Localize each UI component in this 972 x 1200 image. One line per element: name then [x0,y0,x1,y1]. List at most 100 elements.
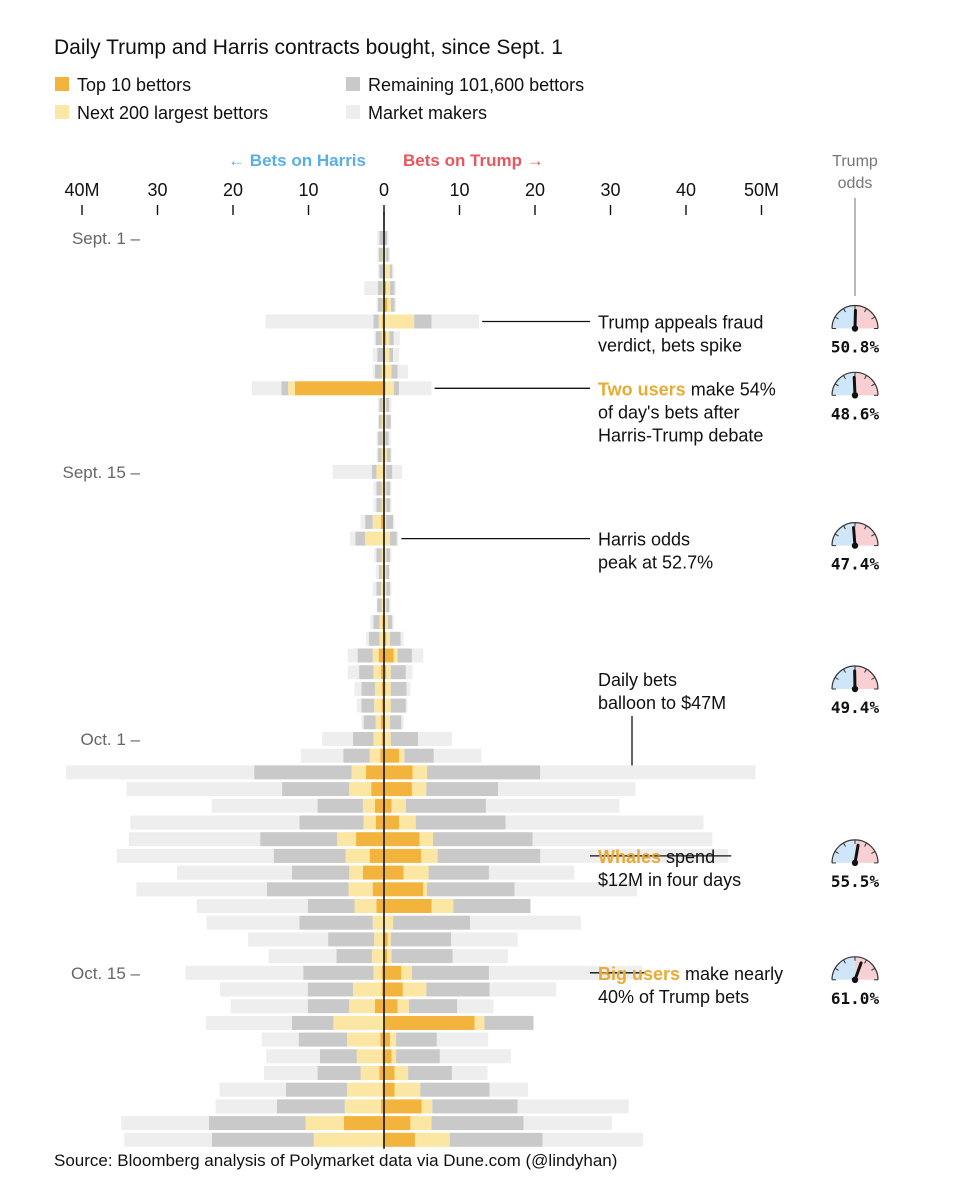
bar-trump-segment [384,414,387,429]
bar-trump-segment [405,665,413,680]
bar-harris-segment [307,999,350,1014]
bar-harris-segment [378,565,382,579]
annotation-text: Two users make 54% [598,379,776,399]
bar-harris-segment [220,982,308,997]
bar-trump-segment [408,999,458,1014]
bar-harris-segment [349,999,375,1014]
odds-gauge-icon [831,956,879,983]
bar-trump-segment [390,681,407,696]
bar-harris-segment [356,698,362,713]
bar-harris-segment [196,899,308,913]
odds-gauge-half [855,522,878,546]
bar-trump-segment [390,548,392,563]
bar-trump-segment [406,681,411,696]
odds-gauge-tick [834,677,839,680]
odds-value: 48.6% [831,404,880,423]
bar-trump-segment [385,381,394,396]
bar-harris-segment [374,364,382,379]
bar-harris-segment [303,965,374,980]
bar-harris-segment [299,815,364,830]
bar-harris-segment [381,965,384,980]
bar-trump-segment [408,1066,452,1080]
bar-trump-segment [394,281,397,296]
bar-harris-segment [376,297,378,312]
bar-harris-segment [369,748,381,763]
bar-harris-segment [347,665,360,680]
bar-harris-segment [377,431,383,446]
bar-trump-segment [389,331,394,346]
bar-harris-segment [124,1132,212,1147]
odds-gauge-hub [851,976,859,983]
bar-trump-segment [387,297,391,312]
bar-trump-segment [390,732,418,746]
bar-trump-segment [452,949,508,964]
bar-trump-segment [384,698,391,713]
bar-trump-segment [389,598,391,613]
bar-trump-segment [394,297,397,312]
bar-harris-segment [354,681,362,696]
bar-harris-segment [373,498,377,513]
bar-trump-segment [390,481,392,496]
x-tick-label: 50M [744,180,779,200]
bar-trump-segment [397,999,409,1014]
bar-harris-segment [128,832,261,847]
bar-trump-segment [384,732,391,746]
x-tick-label: 10 [298,180,318,200]
bar-harris-segment [349,865,363,880]
bar-harris-segment [376,481,382,496]
bar-trump-segment [389,347,394,362]
odds-gauge-tick [871,850,876,854]
annotation-text-run: Daily bets [598,670,677,690]
odds-gauge-tick [871,316,876,320]
bar-harris-segment [343,748,370,763]
bar-harris-segment [376,498,382,513]
odds-gauge-tick [834,967,839,971]
annotation: Harris odds peak at 52.7% 47.4% [401,522,879,574]
bar-harris-segment [347,648,358,663]
bar-trump-segment [431,899,454,913]
bar-trump-segment [384,548,387,563]
bar-trump-segment [498,782,636,797]
bar-trump-segment [384,347,390,362]
bar-trump-segment [390,297,395,312]
annotation-text: Whales spend [598,847,715,867]
annotation-text-run: 40% of Trump bets [598,987,749,1007]
bar-harris-segment [378,247,383,262]
bar-trump-segment [393,347,400,362]
bar-harris-segment [381,598,384,613]
annotation-text: Daily bets [598,670,677,690]
bar-trump-segment [388,247,391,262]
bar-harris-segment [351,765,366,780]
bar-trump-segment [384,965,402,980]
bar-trump-segment [401,965,412,980]
annotation-text: peak at 52.7% [598,553,713,573]
bar-harris-segment [177,865,292,880]
bar-harris-segment [360,1066,380,1080]
bar-trump-segment [384,982,403,997]
bar-harris-segment [211,798,318,813]
bar-trump-segment [390,498,392,513]
bar-harris-segment [206,915,300,930]
bar-trump-segment [392,264,394,279]
bar-trump-segment [399,381,432,396]
bar-trump-segment [391,1049,397,1064]
annotation-text: verdict, bets spike [598,336,742,356]
bar-harris-segment [281,381,289,396]
bar-trump-segment [523,1116,613,1131]
bar-harris-segment [381,481,384,496]
bar-trump-segment [431,1116,524,1131]
bar-harris-segment [362,798,375,813]
bar-harris-segment [376,548,382,563]
bar-harris-segment [285,1082,348,1097]
bar-trump-segment [453,899,531,913]
bar-trump-segment [387,231,389,245]
bar-harris-segment [261,1032,299,1047]
bar-trump-segment [384,915,394,930]
annotation-text-run: balloon to $47M [598,693,726,713]
bar-harris-segment [322,732,354,746]
x-tick-label: 20 [223,180,243,200]
bar-harris-segment [375,715,381,730]
bar-harris-segment [374,681,382,696]
bar-harris-segment [336,949,372,964]
